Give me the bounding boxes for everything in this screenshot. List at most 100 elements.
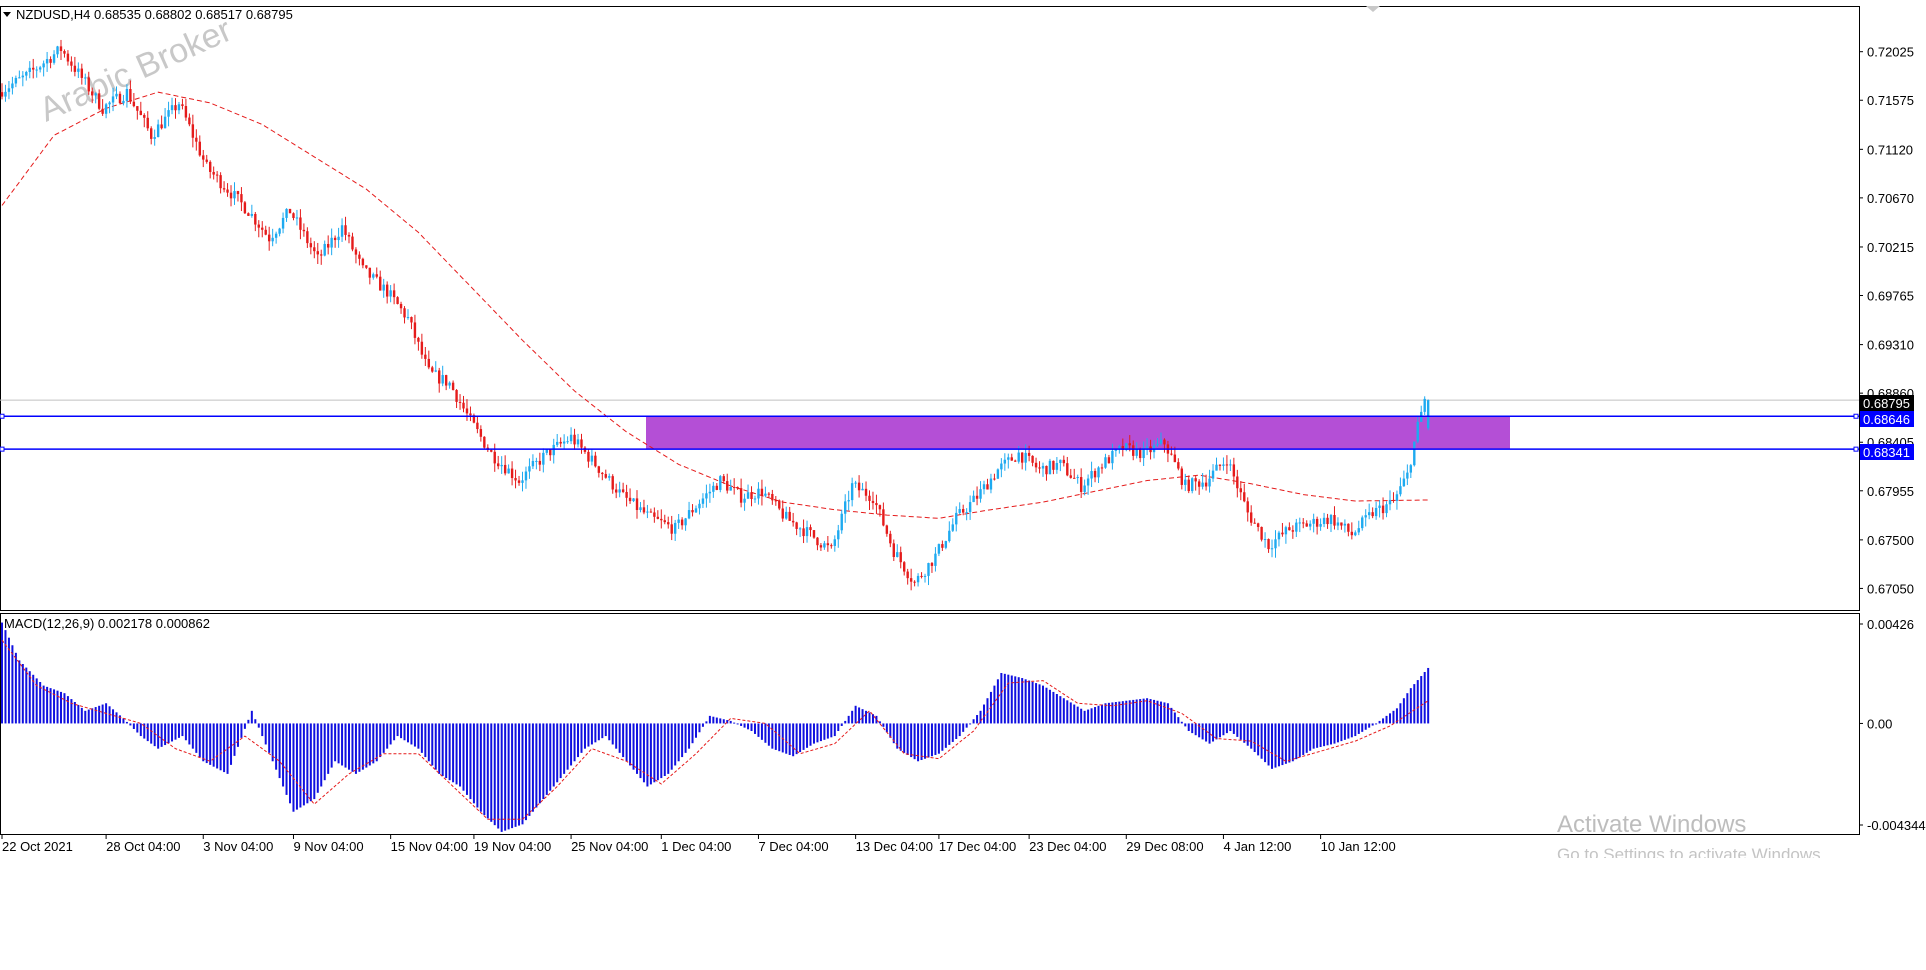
candle-body: [972, 495, 975, 503]
macd-histogram-bar: [1371, 723, 1374, 726]
macd-histogram-bar: [1187, 723, 1190, 732]
candle-body: [32, 67, 35, 70]
macd-histogram-bar: [1184, 723, 1187, 727]
macd-histogram-bar: [63, 693, 66, 724]
macd-histogram-bar: [594, 723, 597, 743]
macd-histogram-bar: [49, 688, 52, 724]
macd-histogram-bar: [295, 723, 298, 810]
macd-histogram-bar: [299, 723, 302, 808]
macd-histogram-bar: [1045, 687, 1048, 724]
candle-body: [1073, 477, 1076, 479]
macd-histogram-bar: [1236, 723, 1239, 737]
zone-upper-level-line-handle-left[interactable]: [0, 413, 5, 419]
candle-body: [451, 382, 455, 390]
time-axis-label: 29 Dec 08:00: [1126, 839, 1203, 854]
macd-histogram-bar: [195, 723, 198, 753]
macd-histogram-bar: [1121, 701, 1124, 724]
macd-histogram-bar: [302, 723, 305, 806]
candle-body: [618, 489, 621, 493]
candle-body: [850, 483, 854, 501]
macd-histogram-bar: [275, 723, 278, 770]
candle-body: [1135, 448, 1138, 456]
macd-histogram-bar: [653, 723, 656, 783]
macd-histogram-bar: [1298, 723, 1301, 758]
macd-histogram-bar: [1017, 677, 1020, 724]
lower-level-tag: 0.68341: [1860, 444, 1914, 460]
macd-histogram-bar: [1139, 699, 1142, 724]
candle-body: [340, 225, 344, 237]
macd-histogram-bar: [289, 723, 292, 804]
candle-body: [556, 441, 559, 445]
candle-body: [215, 174, 219, 176]
macd-histogram-bar: [174, 723, 177, 740]
candle-body: [1378, 505, 1381, 508]
candle-body: [309, 243, 313, 248]
candle-body: [1225, 464, 1229, 466]
macd-histogram-bar: [1094, 707, 1097, 724]
candle-body: [1288, 527, 1291, 531]
candle-body: [1322, 517, 1326, 525]
candle-body: [1118, 446, 1121, 450]
zone-upper-level-line-handle-right[interactable]: [1853, 413, 1859, 419]
candle-body: [420, 341, 424, 355]
macd-histogram-bar: [889, 723, 892, 738]
candle-body: [351, 236, 354, 250]
candle-body: [698, 503, 701, 509]
candle-body: [153, 137, 156, 139]
macd-histogram-bar: [150, 723, 153, 744]
candle-body: [278, 228, 281, 234]
chart-shift-marker-icon[interactable]: [1366, 6, 1380, 12]
supply-zone-rect[interactable]: [646, 416, 1510, 450]
macd-histogram-bar: [1295, 723, 1298, 760]
candle-body: [1381, 505, 1385, 514]
candle-body: [222, 188, 226, 190]
candle-body: [510, 468, 514, 479]
macd-histogram-bar: [1059, 696, 1062, 724]
macd-histogram-bar: [32, 674, 35, 724]
candle-body: [198, 141, 201, 156]
candle-body: [1270, 548, 1274, 550]
candle-body: [597, 466, 601, 473]
macd-histogram-bar: [1097, 705, 1100, 724]
zone-lower-level-line-handle-left[interactable]: [0, 446, 5, 452]
candle-body: [1100, 467, 1104, 469]
time-axis-label: 17 Dec 04:00: [939, 839, 1016, 854]
macd-histogram-bar: [1205, 723, 1208, 742]
candle-body: [417, 337, 420, 342]
candle-body: [1180, 468, 1183, 485]
level-lines-layer[interactable]: [0, 413, 1859, 452]
candle-body: [1246, 501, 1249, 513]
candle-body: [864, 488, 868, 496]
candle-body: [361, 258, 365, 266]
macd-histogram-bar: [35, 678, 38, 724]
candle-body: [1173, 454, 1177, 463]
candle-body: [1045, 465, 1048, 475]
candle-body: [691, 510, 694, 513]
candle-body: [562, 441, 566, 444]
candle-body: [1392, 499, 1395, 501]
candle-body: [288, 208, 292, 214]
macd-histogram-bar: [1118, 701, 1121, 724]
candle-body: [705, 493, 708, 499]
symbol-menu-arrow-icon[interactable]: [3, 12, 11, 17]
candle-body: [368, 267, 372, 278]
candle-body: [694, 508, 698, 513]
macd-histogram-bar: [948, 723, 951, 745]
candle-body: [642, 507, 646, 513]
candle-body: [111, 96, 115, 103]
candle-body: [403, 308, 406, 318]
macd-histogram-bar: [1038, 684, 1041, 724]
zone-lower-level-line-handle-right[interactable]: [1853, 446, 1859, 452]
macd-histogram-bar: [139, 723, 142, 737]
macd-histogram-bar: [701, 723, 704, 727]
candle-body: [476, 422, 479, 430]
macd-histogram-bar: [129, 723, 132, 726]
macd-histogram-bar: [125, 721, 128, 724]
macd-histogram-bar: [386, 723, 389, 749]
candle-body: [330, 237, 333, 248]
macd-histogram-bar: [236, 723, 239, 747]
macd-histogram-bar: [1198, 723, 1201, 738]
macd-histogram-bar: [1107, 702, 1110, 724]
macd-histogram-bar: [580, 723, 583, 753]
